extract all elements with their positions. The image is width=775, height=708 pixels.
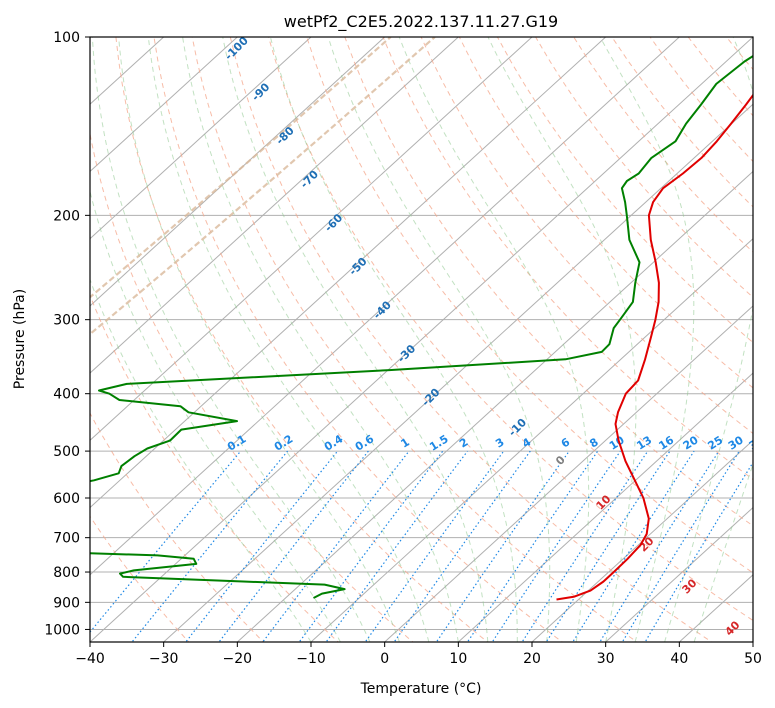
mixing-ratio-line [491,450,621,642]
y-tick-label: 200 [53,208,80,224]
y-tick-label: 100 [53,30,80,46]
moist-adiabat [693,462,753,642]
isotherm-line [90,37,386,307]
y-tick-label: 300 [53,313,80,329]
isotherm-line [457,372,753,642]
moist-adiabat [487,37,637,642]
isotherm-line [90,37,533,442]
moist-adiabat [90,189,341,642]
mixing-ratio-line [364,450,505,642]
isotherm-line [531,439,753,642]
moist-adiabat [398,37,590,642]
moist-adiabat [182,37,459,642]
y-tick-label: 500 [53,444,80,460]
isotherm-line [236,170,753,642]
isotherm-line [604,506,753,642]
moist-adiabat [147,37,430,642]
dry-adiabat [90,131,414,642]
y-tick-label: 800 [53,565,80,581]
x-tick-label: 30 [597,651,615,667]
mixing-ratio-line [218,450,369,642]
x-tick-label: 20 [523,651,541,667]
y-tick-label: 700 [53,531,80,547]
y-tick-label: 1000 [44,622,80,638]
y-tick-label: 900 [53,595,80,611]
x-tick-label: 50 [744,651,762,667]
mixing-ratio-line [599,450,720,642]
dry-adiabat [420,37,753,435]
moist-adiabat [269,37,518,642]
isotherm-line [90,37,239,173]
mixing-ratio-line [621,450,740,642]
dewpoint-profile [90,54,753,599]
isotherm-line [310,237,753,642]
moist-adiabat [118,37,400,642]
x-tick-label: 40 [670,651,688,667]
isotherm-line [90,37,607,509]
x-tick-label: −30 [149,651,179,667]
dry-adiabat [153,37,564,642]
reference-curve [90,37,436,336]
mixing-ratio-line [131,450,289,642]
plot-frame [89,36,754,643]
isotherm-line [90,37,681,576]
dry-adiabat [90,412,265,642]
isotherm-line [90,37,460,374]
y-tick-label: 600 [53,491,80,507]
mixing-ratio-line [545,450,671,642]
isotherm-line [90,37,312,240]
y-tick-label: 400 [53,387,80,403]
dry-adiabat [229,37,713,642]
mixing-ratio-line [393,450,531,642]
x-tick-label: 0 [380,651,389,667]
mixing-ratio-line [435,450,570,642]
dry-adiabat [344,37,753,527]
x-tick-label: 10 [449,651,467,667]
profile-lines [90,54,753,601]
mixing-ratio-line [325,450,468,642]
x-tick-label: −40 [75,651,105,667]
background-lines [90,37,753,642]
dry-adiabat [535,37,753,298]
axis-ticks: −40 −30 −20 −10 0 10 20 30 40 50 100 200 300 400 500 60… [44,30,762,667]
dry-adiabat [90,293,339,642]
isotherm-line [90,37,753,642]
moist-adiabat [327,37,551,642]
dry-adiabat [191,37,638,642]
reference-curve [90,37,392,299]
dry-adiabat [306,37,753,574]
isotherm-line [383,305,753,642]
isotherm-line [162,103,753,642]
dry-adiabat [458,37,753,389]
mixing-ratio-label: 36 [747,433,767,452]
x-tick-label: −10 [296,651,326,667]
dry-adiabat [90,515,190,642]
temperature-profile [556,93,753,601]
mixing-ratio-line [521,450,649,642]
dry-adiabat [268,37,753,622]
y-axis-label: Pressure (hPa) [12,289,28,389]
mixing-ratio-line [185,450,339,642]
chart-title: wetPf2_C2E5.2022.137.11.27.G19 [284,12,558,32]
dry-adiabat [115,37,489,642]
mixing-ratio-line [466,450,599,642]
moist-adiabat [91,37,371,642]
x-tick-label: −20 [223,651,253,667]
x-axis-label: Temperature (°C) [360,681,482,697]
